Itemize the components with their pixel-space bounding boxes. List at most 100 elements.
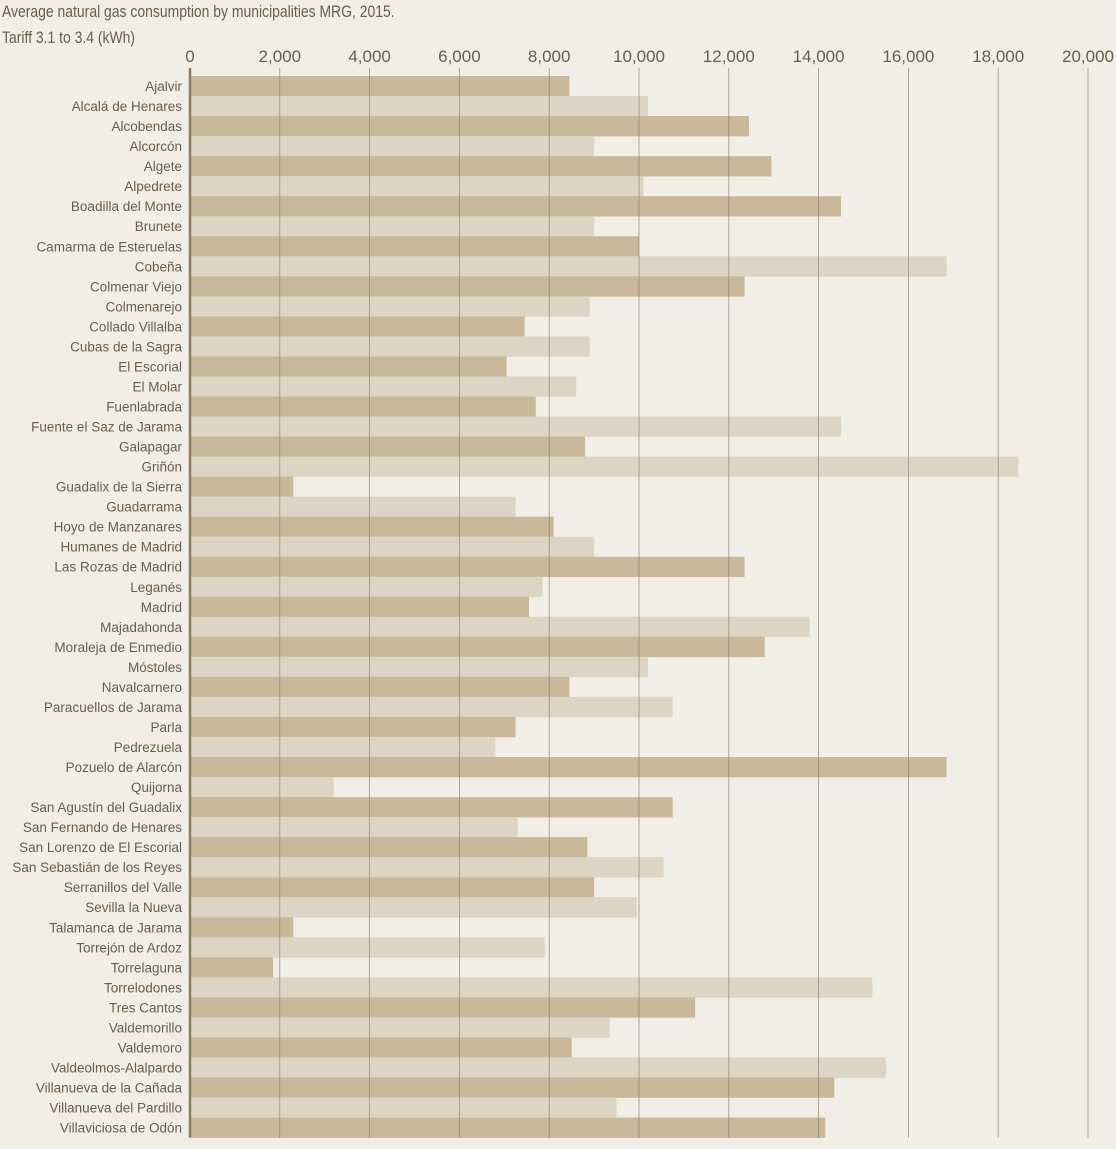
category-label: Guadalix de la Sierra	[56, 480, 183, 495]
tick-label: 4,000	[348, 47, 391, 66]
bar	[190, 376, 577, 397]
category-label: El Escorial	[118, 359, 182, 374]
category-label: Griñón	[141, 460, 182, 475]
chart-subtitle: Tariff 3.1 to 3.4 (kWh)	[2, 28, 136, 47]
category-label: Boadilla del Monte	[71, 199, 182, 214]
category-label: Parla	[150, 720, 182, 735]
category-label: Galapagar	[119, 440, 183, 455]
bar	[190, 857, 664, 878]
bar	[190, 416, 842, 437]
bar	[190, 156, 772, 177]
category-label: Colmenar Viejo	[90, 279, 182, 294]
bar	[190, 536, 595, 558]
bar	[190, 676, 570, 698]
bar	[190, 1057, 886, 1078]
category-label: Valdemorillo	[109, 1020, 182, 1035]
category-label: Torrelaguna	[111, 960, 183, 975]
category-label: San Fernando de Henares	[23, 820, 182, 835]
bar	[190, 1037, 572, 1058]
bar	[190, 576, 543, 598]
bar	[190, 977, 873, 998]
category-label: Valdeolmos-Alalpardo	[51, 1060, 182, 1075]
bar	[190, 496, 516, 517]
tick-label: 0	[185, 47, 194, 66]
bar	[190, 1117, 826, 1138]
category-label: Cubas de la Sagra	[70, 339, 182, 354]
category-label: Collado Villalba	[89, 319, 182, 334]
category-label: Humanes de Madrid	[60, 540, 182, 555]
tick-label: 20,000	[1062, 47, 1114, 66]
category-label: Paracuellos de Jarama	[44, 700, 183, 715]
category-label: El Molar	[132, 379, 182, 394]
bar	[190, 837, 588, 858]
category-label: San Sebastián de los Reyes	[12, 860, 182, 875]
bar	[190, 296, 590, 317]
bar	[190, 616, 810, 638]
category-label: Alpedrete	[124, 179, 182, 194]
bar	[190, 516, 554, 537]
category-label: Alcalá de Henares	[72, 99, 183, 114]
category-label: Alcorcón	[129, 139, 182, 154]
tick-label: 6,000	[438, 47, 481, 66]
tick-label: 16,000	[882, 47, 934, 66]
category-label: Valdemoro	[118, 1040, 182, 1055]
tick-label: 14,000	[793, 47, 845, 66]
category-label: Majadahonda	[100, 620, 182, 635]
bar	[190, 1017, 610, 1038]
bar	[190, 757, 947, 778]
bar	[190, 716, 516, 738]
category-label: Las Rozas de Madrid	[54, 560, 182, 575]
bar	[190, 196, 842, 217]
bar	[190, 596, 529, 618]
bar	[190, 937, 545, 958]
category-label: Sevilla la Nueva	[85, 900, 182, 915]
category-label: Serranillos del Valle	[64, 880, 182, 895]
bar	[190, 436, 586, 457]
category-label: Villanueva de la Cañada	[36, 1081, 183, 1096]
category-label: Algete	[144, 159, 182, 174]
category-label: Tres Cantos	[109, 1000, 182, 1015]
category-label: Alcobendas	[111, 119, 182, 134]
bar	[190, 96, 648, 117]
category-label: Moraleja de Enmedio	[54, 640, 182, 655]
bar	[190, 656, 648, 678]
category-label: Madrid	[141, 600, 182, 615]
bar	[190, 957, 274, 978]
bar	[190, 797, 673, 818]
bar	[190, 136, 595, 157]
category-label: Leganés	[130, 580, 182, 595]
category-label: Quijorna	[131, 780, 183, 795]
category-label: Cobeña	[135, 259, 183, 274]
bar	[190, 736, 496, 758]
bar	[190, 877, 595, 898]
category-label: San Agustín del Guadalix	[30, 800, 182, 815]
bar	[190, 696, 673, 718]
category-label: Villaviciosa de Odón	[60, 1121, 182, 1136]
category-label: Camarma de Esteruelas	[36, 239, 182, 254]
bar	[190, 76, 570, 97]
bar	[190, 236, 639, 257]
category-label: Hoyo de Manzanares	[54, 520, 183, 535]
bar	[190, 777, 334, 798]
category-label: Navalcarnero	[102, 680, 182, 695]
bar	[190, 456, 1019, 477]
tick-label: 12,000	[703, 47, 755, 66]
bar	[190, 917, 294, 938]
category-label: Fuente el Saz de Jarama	[31, 420, 182, 435]
category-label: San Lorenzo de El Escorial	[19, 840, 182, 855]
category-label: Pedrezuela	[114, 740, 183, 755]
tick-label: 8,000	[528, 47, 571, 66]
category-label: Pozuelo de Alarcón	[66, 760, 182, 775]
category-label: Villanueva del Pardillo	[49, 1101, 182, 1116]
category-label: Colmenarejo	[105, 299, 182, 314]
tick-label: 2,000	[259, 47, 302, 66]
bar	[190, 396, 536, 417]
tick-label: 10,000	[613, 47, 665, 66]
bar	[190, 256, 947, 277]
chart-title: Average natural gas consumption by munic…	[2, 2, 395, 21]
category-label: Torrelodones	[104, 980, 182, 995]
category-label: Guadarrama	[106, 500, 182, 515]
bar	[190, 356, 507, 377]
bar	[190, 997, 696, 1018]
